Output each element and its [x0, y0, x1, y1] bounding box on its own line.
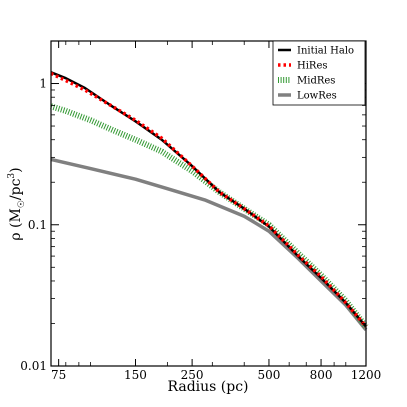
series-line-lowres: [50, 157, 368, 332]
y-axis-title-sun: ☉: [17, 200, 27, 208]
x-axis-title: Radius (pc): [167, 379, 248, 395]
legend-label: Initial Halo: [297, 46, 354, 57]
x-tick-label: 1200: [351, 368, 382, 382]
x-tick-label: 250: [181, 368, 204, 382]
y-tick-label: 1: [39, 77, 47, 91]
y-axis-title-exp: 3: [7, 173, 17, 179]
y-axis-title: ρ (M☉/pc3): [7, 167, 27, 240]
legend-label: HiRes: [297, 61, 328, 72]
series-line-hires: [50, 71, 368, 328]
legend-label: MidRes: [297, 76, 335, 87]
y-tick-label: 0.1: [28, 218, 47, 232]
y-axis-title-rho: ρ (M: [8, 208, 24, 240]
legend-label: LowRes: [297, 91, 337, 102]
x-tick-label: 500: [257, 368, 280, 382]
series-layer: [50, 71, 369, 332]
y-axis-title-pc: /pc: [8, 178, 24, 200]
ticks-layer: 75 150 250 500 800 1200 0.01 0.1 1: [20, 41, 381, 382]
x-tick-label: 800: [310, 368, 333, 382]
x-tick-label: 75: [51, 368, 66, 382]
y-tick-label: 0.01: [20, 359, 47, 373]
legend: Initial Halo HiRes MidRes LowRes: [272, 40, 366, 106]
plot-frame: [50, 40, 367, 367]
x-tick-label: 150: [124, 368, 147, 382]
y-axis-title-close: ): [8, 167, 24, 172]
